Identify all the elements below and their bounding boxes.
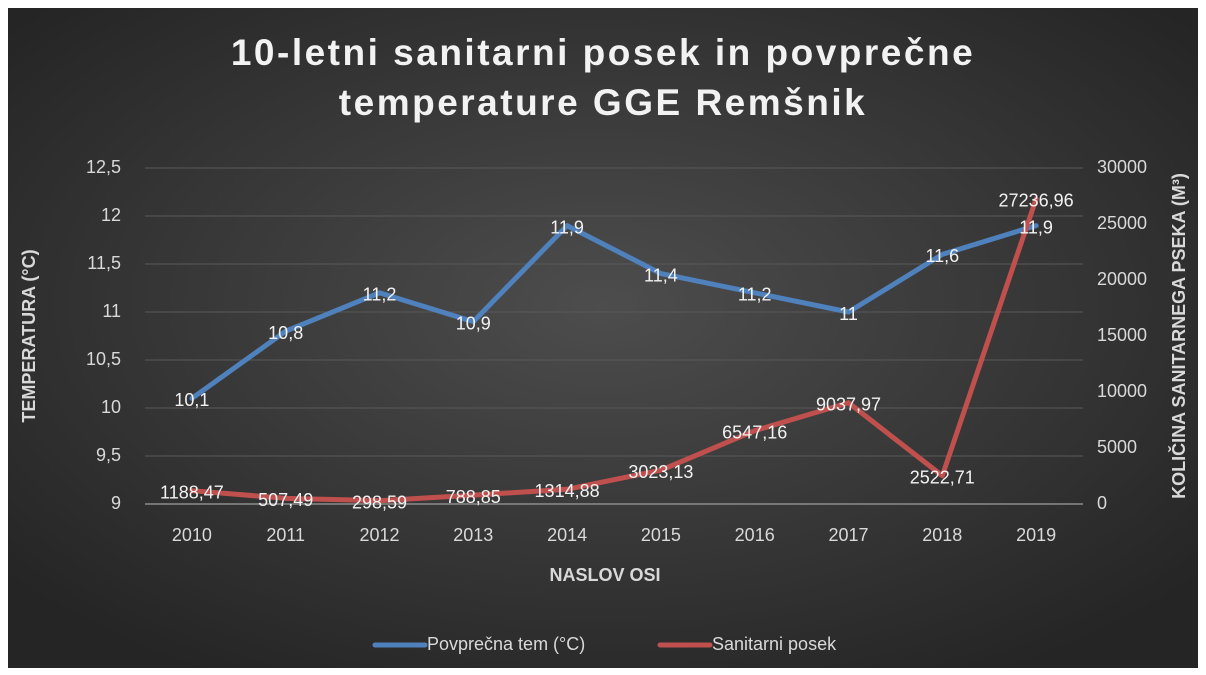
data-label: 11,4 — [644, 265, 678, 285]
legend-label: Sanitarni posek — [712, 634, 837, 654]
data-label: 11,2 — [738, 285, 772, 305]
y-tick-label: 11 — [102, 301, 121, 321]
y-tick-label: 12,5 — [86, 157, 121, 177]
legend-label: Povprečna tem (°C) — [427, 634, 585, 654]
x-tick-label: 2017 — [828, 525, 868, 545]
data-label: 3023,13 — [628, 462, 693, 482]
data-label: 507,49 — [258, 490, 313, 510]
y2-tick-label: 10000 — [1097, 381, 1147, 401]
data-label: 10,8 — [268, 323, 303, 343]
x-tick-label: 2018 — [922, 525, 962, 545]
y2-tick-label: 30000 — [1097, 157, 1147, 177]
y2-tick-label: 5000 — [1097, 437, 1137, 457]
data-label: 2522,71 — [910, 467, 975, 487]
series-line — [189, 223, 1039, 401]
x-tick-label: 2013 — [453, 525, 493, 545]
y-tick-label: 9,5 — [96, 445, 121, 465]
x-tick-label: 2019 — [1016, 525, 1056, 545]
y-tick-label: 12 — [101, 205, 121, 225]
data-label: 788,85 — [446, 487, 501, 507]
y2-tick-label: 25000 — [1097, 213, 1147, 233]
y-tick-label: 11,5 — [87, 253, 121, 273]
x-tick-label: 2010 — [172, 525, 212, 545]
y-tick-label: 9 — [111, 493, 121, 513]
chart-background — [8, 8, 1198, 668]
data-label: 11,2 — [363, 285, 397, 305]
y2-tick-label: 15000 — [1097, 325, 1147, 345]
chart-title: 10-letni sanitarni posek in povprečne te… — [230, 32, 976, 123]
data-label: 1188,47 — [160, 482, 224, 502]
x-tick-label: 2015 — [641, 525, 681, 545]
y2-axis-title: KOLIČINA SANITARNEGA PSEKA (M³) — [1168, 173, 1189, 499]
y-tick-label: 10 — [101, 397, 121, 417]
data-label: 10,1 — [174, 390, 209, 410]
data-label: 11 — [839, 304, 858, 324]
series-line — [189, 196, 1039, 504]
y-tick-label: 10,5 — [86, 349, 121, 369]
data-label: 298,59 — [352, 492, 407, 512]
data-label: 10,9 — [456, 313, 491, 333]
data-label: 1314,88 — [535, 481, 600, 501]
data-label: 11,6 — [925, 246, 959, 266]
data-label: 27236,96 — [999, 191, 1074, 211]
y2-tick-label: 0 — [1097, 493, 1107, 513]
x-axis-title: NASLOV OSI — [549, 565, 660, 585]
x-tick-label: 2011 — [266, 525, 305, 545]
y-axis-title: TEMPERATURA (°C) — [19, 249, 39, 422]
x-tick-label: 2016 — [735, 525, 775, 545]
data-label: 6547,16 — [722, 422, 787, 442]
x-tick-label: 2012 — [359, 525, 399, 545]
y2-tick-label: 20000 — [1097, 269, 1147, 289]
data-label: 11,9 — [550, 217, 584, 237]
x-tick-label: 2014 — [547, 525, 587, 545]
data-label: 9037,97 — [816, 395, 881, 415]
data-label: 11,9 — [1019, 217, 1053, 237]
